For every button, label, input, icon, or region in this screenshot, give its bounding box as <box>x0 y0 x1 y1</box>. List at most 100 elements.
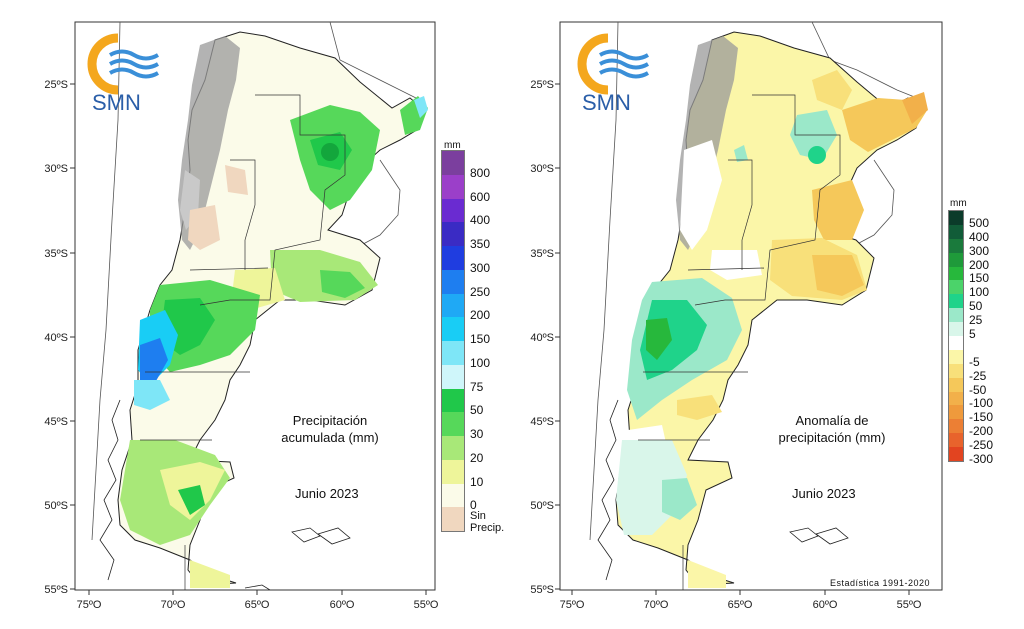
legend-swatch <box>949 391 963 406</box>
lat-label: 50ºS <box>44 500 68 512</box>
map-title-line2: acumulada (mm) <box>281 430 379 445</box>
legend-swatch <box>442 459 464 484</box>
lat-label: 55ºS <box>44 584 68 596</box>
lon-label: 55ºO <box>897 599 922 611</box>
legend-swatch <box>949 447 963 461</box>
legend-swatch <box>949 322 963 336</box>
legend-swatch <box>949 238 963 253</box>
legend-label: -250 <box>969 438 994 453</box>
legend-swatch <box>949 266 963 281</box>
legend-swatch <box>949 224 963 239</box>
legend-swatch <box>442 364 464 389</box>
lon-label: 60ºO <box>330 599 355 611</box>
legend-swatch <box>949 308 963 323</box>
legend-label: 400 <box>969 229 990 244</box>
lon-label: 70ºO <box>644 599 669 611</box>
legend-label: -300 <box>969 452 994 466</box>
precipitation-map: 25ºS 30ºS 35ºS 40ºS 45ºS 50ºS 55ºS 75ºO … <box>44 21 439 611</box>
map-title-line1: Anomalía de <box>795 413 869 428</box>
map-title: Anomalía de precipitación (mm) <box>757 412 907 446</box>
legend-label: 200 <box>470 308 491 323</box>
legend-label: 75 <box>470 379 484 394</box>
legend-swatch <box>949 419 963 434</box>
legend-swatch <box>949 252 963 267</box>
precipitation-legend <box>441 150 465 532</box>
legend-label: -100 <box>969 396 994 411</box>
legend-swatch <box>949 349 963 364</box>
legend-label: -5 <box>969 354 980 369</box>
legend-swatch <box>949 280 963 295</box>
legend-label: 200 <box>969 257 990 272</box>
legend-label: -50 <box>969 382 987 397</box>
legend-label: 100 <box>969 285 990 300</box>
legend-swatch <box>442 293 464 318</box>
map-date: Junio 2023 <box>295 486 359 501</box>
map-title-line1: Precipitación <box>292 413 368 428</box>
legend-swatch <box>442 483 464 508</box>
legend-label: -200 <box>969 424 994 439</box>
legend-label: 5 <box>969 327 976 341</box>
lat-label: 35ºS <box>530 248 554 260</box>
legend-swatch <box>442 436 464 460</box>
lon-label: 75ºO <box>560 599 585 611</box>
legend-label: 600 <box>470 189 491 204</box>
lon-label: 70ºO <box>161 599 186 611</box>
lat-label: 45ºS <box>44 416 68 428</box>
legend-swatch <box>949 405 963 420</box>
legend-swatch <box>442 341 464 365</box>
lon-label: 55ºO <box>414 599 439 611</box>
smn-logo-icon <box>577 33 650 95</box>
lat-label: 45ºS <box>530 416 554 428</box>
legend-label: 0 <box>470 498 477 513</box>
legend-label: 150 <box>969 271 990 286</box>
anomaly-legend <box>948 210 964 462</box>
lat-label: 30ºS <box>44 163 68 175</box>
legend-swatch <box>442 269 464 294</box>
legend-swatch <box>949 336 963 350</box>
legend-swatch <box>442 222 464 246</box>
legend-unit: mm <box>950 198 967 209</box>
legend-label: 300 <box>470 260 491 275</box>
precipitation-map-panel: 25ºS 30ºS 35ºS 40ºS 45ºS 50ºS 55ºS 75ºO … <box>44 21 505 611</box>
legend-label: 500 <box>969 215 990 230</box>
lon-label: 75ºO <box>77 599 102 611</box>
legend-swatch <box>949 377 963 392</box>
lat-label: 50ºS <box>530 500 554 512</box>
legend-swatch <box>442 507 464 531</box>
legend-label: 30 <box>470 427 484 441</box>
legend-swatch <box>949 363 963 378</box>
legend-label: 250 <box>470 284 491 299</box>
smn-logo-text: SMN <box>92 90 141 115</box>
lat-label: 30ºS <box>530 163 554 175</box>
legend-label: 300 <box>969 243 990 258</box>
legend-swatch <box>442 317 464 341</box>
legend-label: Sin Precip. <box>470 510 505 535</box>
legend-label: 400 <box>470 213 491 228</box>
legend-label: 50 <box>969 299 983 314</box>
map-title: Precipitación acumulada (mm) <box>265 412 395 446</box>
legend-label: 800 <box>470 165 491 180</box>
legend-swatch <box>442 412 464 436</box>
statistics-note: Estadística 1991-2020 <box>830 578 931 588</box>
lon-label: 60ºO <box>813 599 838 611</box>
legend-label: -150 <box>969 410 994 425</box>
lon-label: 65ºO <box>245 599 270 611</box>
smn-logo-icon <box>87 33 160 95</box>
legend-label: 50 <box>470 403 484 418</box>
anomaly-map-panel: 25ºS 30ºS 35ºS 40ºS 45ºS 50ºS 55ºS 75ºO … <box>512 0 1024 629</box>
legend-unit: mm <box>444 140 461 151</box>
legend-swatch <box>442 198 464 223</box>
map-title-line2: precipitación (mm) <box>778 430 886 445</box>
legend-swatch <box>949 433 963 448</box>
legend-swatch <box>442 388 464 413</box>
legend-swatch <box>442 246 464 270</box>
legend-label: 150 <box>470 332 491 346</box>
legend-swatch <box>442 151 464 175</box>
legend-label: 10 <box>470 474 484 489</box>
lat-label: 25ºS <box>44 79 68 91</box>
legend-label: 20 <box>470 450 484 465</box>
map-date: Junio 2023 <box>792 486 856 501</box>
lat-label: 40ºS <box>530 332 554 344</box>
legend-label: 350 <box>470 237 491 251</box>
lat-label: 40ºS <box>44 332 68 344</box>
